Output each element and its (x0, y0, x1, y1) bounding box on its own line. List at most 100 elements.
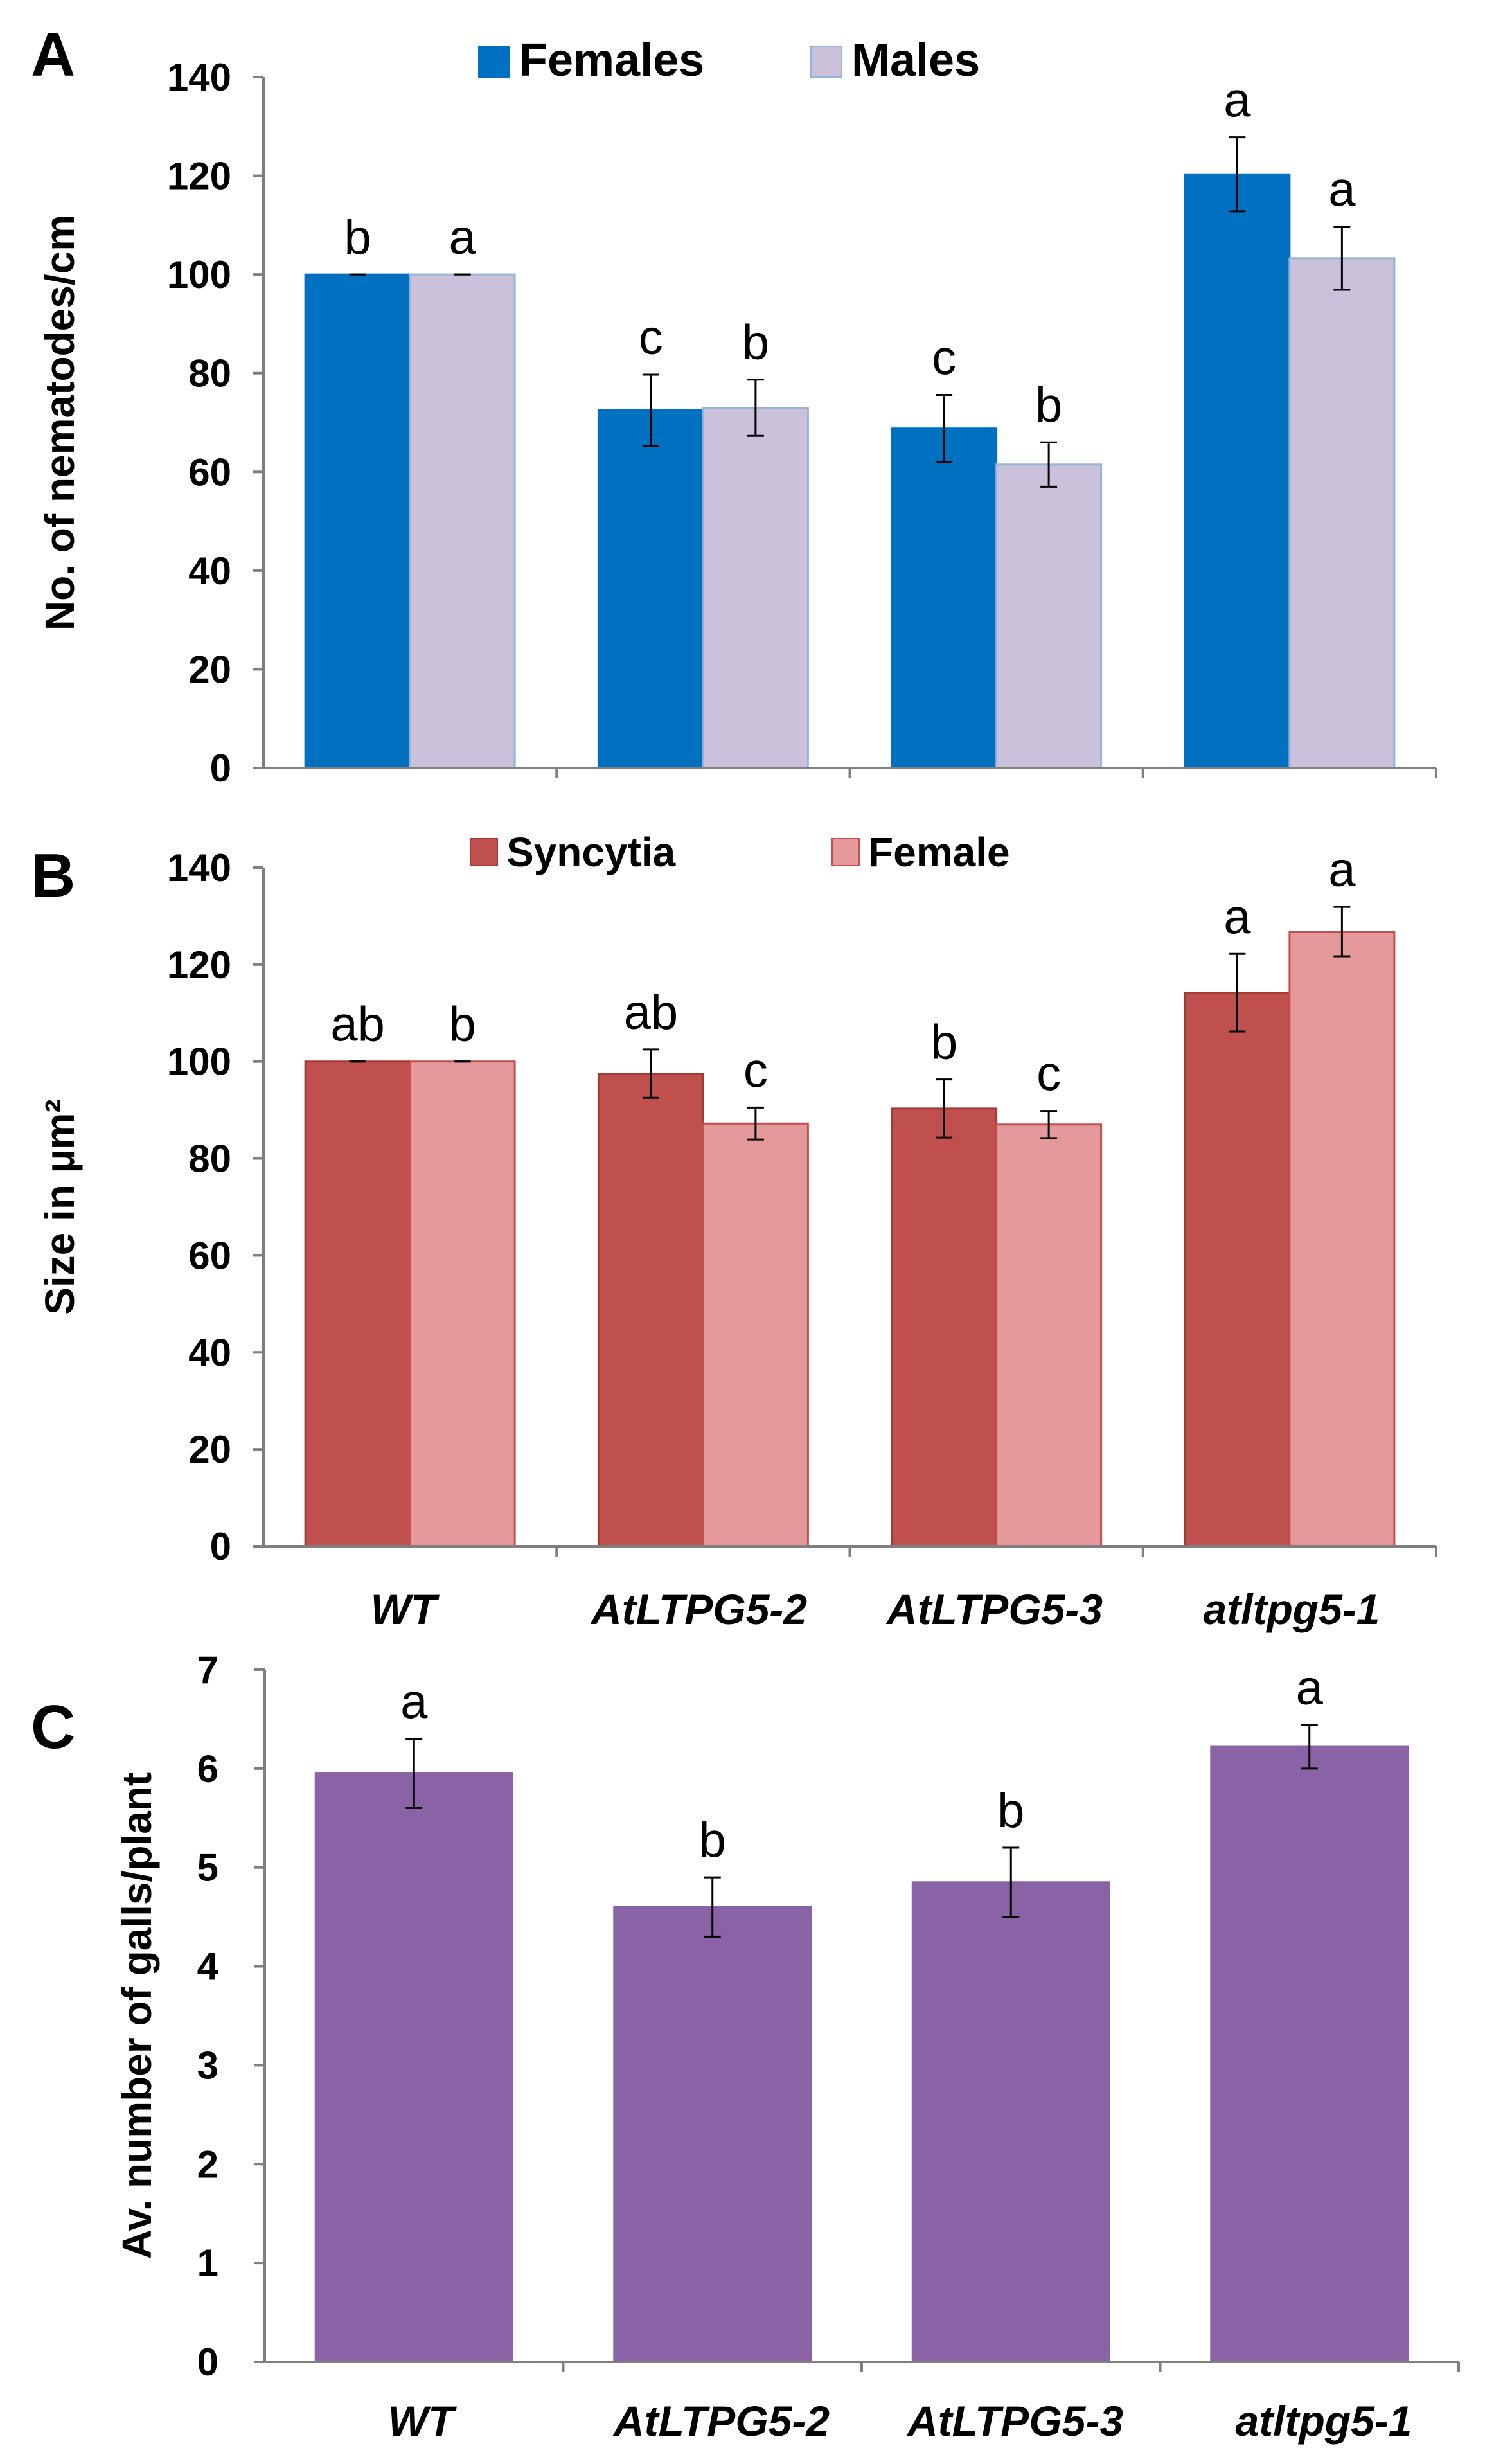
significance-letter: a (1296, 1661, 1324, 1715)
error-bar (405, 1738, 423, 1809)
error-bar (1229, 136, 1246, 213)
bar-females-wt (304, 273, 411, 769)
y-tick-label: 80 (188, 352, 231, 395)
significance-letter: a (449, 210, 476, 265)
y-tick-label: 120 (167, 943, 231, 986)
significance-letter: a (1223, 73, 1251, 128)
legend-swatch-males (810, 46, 842, 78)
significance-letter: a (1328, 163, 1356, 217)
error-bar (747, 1106, 764, 1141)
y-tick-label: 60 (188, 1234, 231, 1277)
significance-letter: b (344, 210, 371, 265)
significance-letter: ab (624, 985, 679, 1040)
significance-letter: a (400, 1675, 428, 1729)
legend-label-males: Males (851, 35, 980, 86)
y-tick-label: 4 (197, 1945, 219, 1988)
y-tick-label: 0 (210, 1525, 231, 1568)
y-tick-label: 120 (167, 155, 231, 198)
y-axis-label: Av. number of galls/plant (114, 1772, 160, 2259)
legend-swatch-syncytia (470, 838, 498, 866)
bar-males-atltpg5-1 (1288, 257, 1396, 769)
bar-females-atltpg5-2 (597, 409, 704, 769)
bar-males-wt (409, 273, 516, 769)
significance-letter: ab (330, 997, 385, 1052)
y-tick-label: 20 (188, 648, 231, 691)
panel-a: A No. of nematodes/cm b a c b c b a a 0 20 40 60 80 100… (31, 21, 1437, 790)
error-bar (1301, 1724, 1318, 1770)
error-bar (936, 1078, 953, 1139)
category-label: atltpg5-1 (1235, 2397, 1412, 2445)
panel-c: C Av. number of galls/plant a b b a 0 1 2 3 4 5 6 7 WT… (31, 1648, 1460, 2445)
y-tick-label: 20 (188, 1428, 231, 1471)
category-label: WT (388, 2397, 457, 2445)
legend-label-female: Female (868, 829, 1010, 875)
error-bar (1040, 441, 1058, 488)
y-tick-label: 2 (197, 2143, 218, 2186)
bar-galls-atltpg5-1 (1210, 1745, 1409, 2363)
significance-letter: c (932, 331, 956, 386)
bar-galls-atltpg5-2 (613, 1906, 812, 2363)
bar-males-atltpg5-3 (995, 463, 1103, 769)
y-tick-label: 100 (167, 1040, 231, 1084)
y-tick-label: 0 (210, 747, 231, 790)
error-bar (747, 379, 764, 437)
bar-female-wt (409, 1060, 516, 1548)
error-bar (642, 1048, 659, 1099)
legend-label-females: Females (519, 35, 704, 86)
category-label: AtLTPG5-2 (590, 1585, 807, 1633)
bar-female-atltpg5-3 (995, 1123, 1103, 1548)
panel-letter-c: C (31, 1693, 75, 1762)
y-tick-label: 1 (197, 2242, 218, 2285)
y-tick-label: 3 (197, 2044, 218, 2087)
error-bar (1002, 1846, 1020, 1918)
significance-letter: a (1223, 889, 1251, 944)
bar-syncytia-atltpg5-1 (1184, 992, 1291, 1548)
panel-letter-b: B (31, 841, 75, 910)
significance-letter: b (699, 1813, 726, 1868)
y-tick-label: 100 (167, 253, 231, 296)
bar-syncytia-atltpg5-3 (891, 1107, 998, 1548)
y-tick-label: 80 (188, 1138, 231, 1181)
error-bar (1229, 952, 1246, 1033)
bar-galls-wt (314, 1772, 513, 2363)
y-tick-label: 7 (197, 1648, 218, 1692)
y-axis-label: No. of nematodes/cm (37, 215, 83, 630)
bar-syncytia-wt (304, 1060, 411, 1548)
error-bar (704, 1876, 721, 1938)
error-bar (936, 394, 953, 463)
category-label: atltpg5-1 (1203, 1585, 1380, 1633)
y-axis-label: Size in µm² (37, 1099, 83, 1315)
category-label: AtLTPG5-3 (906, 2397, 1123, 2445)
bar-female-atltpg5-1 (1288, 931, 1396, 1548)
significance-letter: b (997, 1783, 1024, 1838)
significance-letter: c (639, 310, 663, 365)
bar-females-atltpg5-3 (891, 427, 998, 769)
panel-letter-a: A (31, 21, 75, 89)
legend-swatch-female (831, 838, 860, 866)
error-bar (1040, 1110, 1058, 1139)
bar-galls-atltpg5-3 (911, 1881, 1110, 2363)
legend-label-syncytia: Syncytia (506, 829, 676, 875)
legend-swatch-females (478, 46, 510, 78)
significance-letter: a (1328, 843, 1356, 897)
error-bar (1333, 226, 1351, 291)
bar-males-atltpg5-2 (702, 406, 809, 769)
bar-syncytia-atltpg5-2 (597, 1073, 704, 1548)
panel-b: B Size in µm² ab b ab c b c a a 0 20 40 60 80 100 120 140… (31, 829, 1437, 1633)
category-label: AtLTPG5-3 (885, 1585, 1103, 1633)
error-bar (1333, 906, 1351, 958)
significance-letter: b (1035, 378, 1062, 433)
y-tick-label: 60 (188, 451, 231, 494)
significance-letter: b (449, 997, 476, 1052)
significance-letter: b (742, 316, 769, 370)
y-tick-label: 6 (197, 1747, 218, 1790)
category-label: WT (371, 1585, 440, 1633)
category-label: AtLTPG5-2 (612, 2397, 830, 2445)
y-tick-label: 140 (167, 56, 231, 99)
y-tick-label: 40 (188, 549, 231, 593)
bar-females-atltpg5-1 (1184, 173, 1291, 769)
y-tick-label: 0 (197, 2341, 218, 2384)
significance-letter: c (743, 1043, 768, 1098)
y-tick-label: 5 (197, 1846, 218, 1889)
